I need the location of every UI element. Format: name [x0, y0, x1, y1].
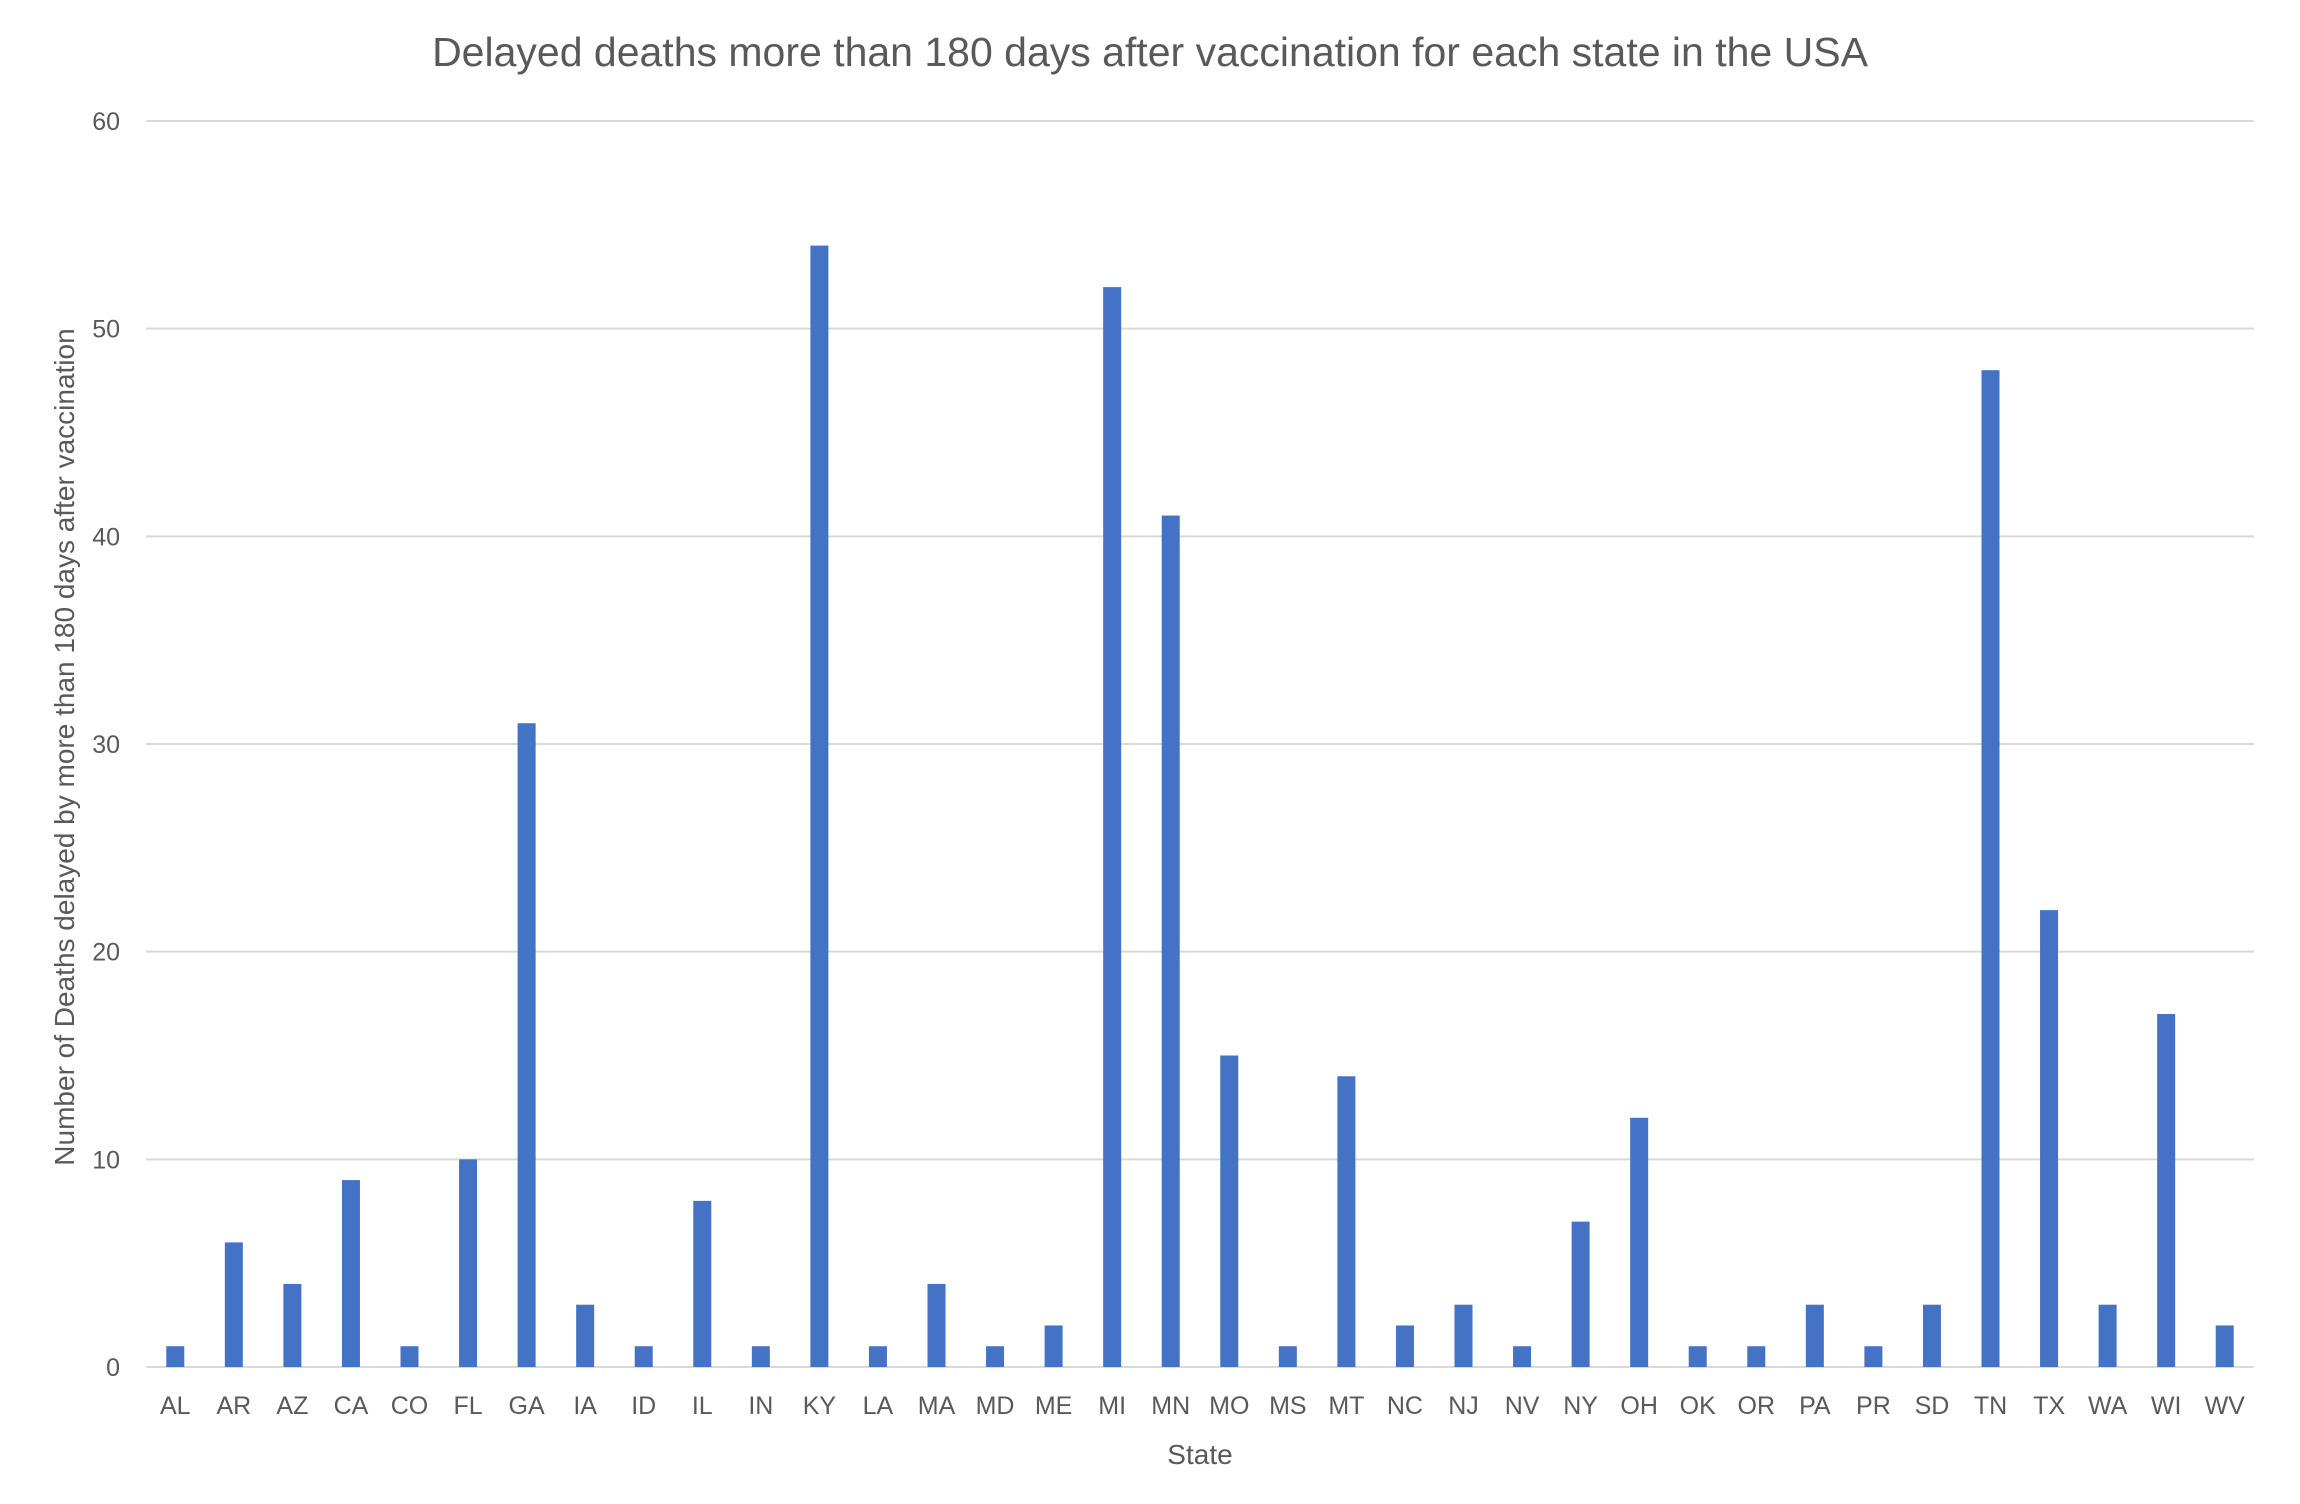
bar-tn	[1981, 370, 2000, 1367]
bar-ms	[1278, 1346, 1297, 1367]
x-tick-label: FL	[453, 1392, 482, 1420]
x-tick-label: SD	[1915, 1392, 1950, 1420]
bar-ia	[576, 1304, 595, 1367]
x-tick-label: MO	[1209, 1392, 1249, 1420]
bar-il	[693, 1200, 712, 1367]
bar-fl	[459, 1159, 478, 1367]
x-tick-label: MA	[918, 1392, 956, 1420]
x-tick-label: OH	[1620, 1392, 1658, 1420]
x-tick-label: NY	[1563, 1392, 1598, 1420]
x-tick-label: ID	[631, 1392, 656, 1420]
bar-wa	[2098, 1304, 2117, 1367]
y-axis-ticks: 0 10 20 30 40 50 60	[92, 108, 120, 1382]
bar-me	[1044, 1325, 1063, 1367]
x-tick-label: CA	[334, 1392, 369, 1420]
y-axis-label: Number of Deaths delayed by more than 18…	[49, 328, 80, 1165]
x-tick-label: MS	[1269, 1392, 1307, 1420]
bar-ma	[927, 1283, 946, 1367]
gridlines	[146, 120, 2254, 1368]
bar-ga	[517, 723, 536, 1367]
bar-ky	[810, 245, 829, 1368]
x-tick-label: MT	[1328, 1392, 1364, 1420]
x-axis-ticks: AL AR AZ CA CO FL GA IA ID IL IN KY LA MA MD ME MI MN MO MS…	[160, 1392, 2245, 1420]
x-tick-label: ME	[1035, 1392, 1073, 1420]
bar-la	[868, 1346, 887, 1367]
y-tick-label: 60	[92, 108, 120, 136]
x-tick-label: IA	[573, 1392, 597, 1420]
chart-title: Delayed deaths more than 180 days after …	[432, 29, 1868, 75]
y-tick-label: 30	[92, 731, 120, 759]
x-tick-label: GA	[509, 1392, 545, 1420]
bar-mn	[1161, 515, 1180, 1367]
bar-nj	[1454, 1304, 1473, 1367]
x-tick-label: TN	[1974, 1392, 2007, 1420]
bar-al	[166, 1346, 185, 1367]
bar-pa	[1805, 1304, 1824, 1367]
x-tick-label: WV	[2205, 1392, 2246, 1420]
bar-ca	[341, 1180, 360, 1367]
x-tick-label: OK	[1680, 1392, 1716, 1420]
bar-ar	[224, 1242, 243, 1367]
x-tick-label: PR	[1856, 1392, 1891, 1420]
bar-nv	[1513, 1346, 1532, 1367]
y-tick-label: 0	[106, 1354, 120, 1382]
x-tick-label: AZ	[276, 1392, 308, 1420]
bar-pr	[1864, 1346, 1883, 1367]
bar-mo	[1220, 1055, 1239, 1367]
x-axis-label: State	[1167, 1439, 1232, 1470]
x-tick-label: PA	[1799, 1392, 1831, 1420]
bar-mt	[1337, 1076, 1356, 1367]
x-tick-label: OR	[1738, 1392, 1776, 1420]
bars	[166, 245, 2234, 1368]
x-tick-label: IL	[692, 1392, 713, 1420]
bar-wv	[2215, 1325, 2234, 1367]
x-tick-label: AL	[160, 1392, 191, 1420]
bar-ok	[1688, 1346, 1707, 1367]
y-tick-label: 20	[92, 939, 120, 967]
x-tick-label: WI	[2151, 1392, 2182, 1420]
x-tick-label: KY	[803, 1392, 837, 1420]
x-tick-label: TX	[2033, 1392, 2065, 1420]
x-tick-label: LA	[863, 1392, 894, 1420]
x-tick-label: AR	[216, 1392, 251, 1420]
bar-nc	[1395, 1325, 1414, 1367]
x-tick-label: IN	[748, 1392, 773, 1420]
x-tick-label: NV	[1505, 1392, 1540, 1420]
x-tick-label: MI	[1098, 1392, 1126, 1420]
bar-or	[1747, 1346, 1766, 1367]
y-tick-label: 10	[92, 1146, 120, 1174]
x-tick-label: MD	[976, 1392, 1015, 1420]
y-tick-label: 50	[92, 316, 120, 344]
bar-co	[400, 1346, 419, 1367]
x-tick-label: NC	[1387, 1392, 1423, 1420]
x-tick-label: NJ	[1448, 1392, 1479, 1420]
bar-in	[751, 1346, 770, 1367]
x-tick-label: WA	[2088, 1392, 2128, 1420]
bar-wi	[2157, 1013, 2176, 1367]
bar-md	[986, 1346, 1005, 1367]
bar-sd	[1922, 1304, 1941, 1367]
bar-oh	[1630, 1117, 1649, 1367]
x-tick-label: MN	[1151, 1392, 1190, 1420]
x-tick-label: CO	[391, 1392, 429, 1420]
bar-ny	[1571, 1221, 1590, 1367]
bar-az	[283, 1283, 302, 1367]
bar-id	[634, 1346, 653, 1367]
bar-mi	[1103, 287, 1122, 1368]
y-tick-label: 40	[92, 523, 120, 551]
bar-tx	[2040, 910, 2059, 1367]
